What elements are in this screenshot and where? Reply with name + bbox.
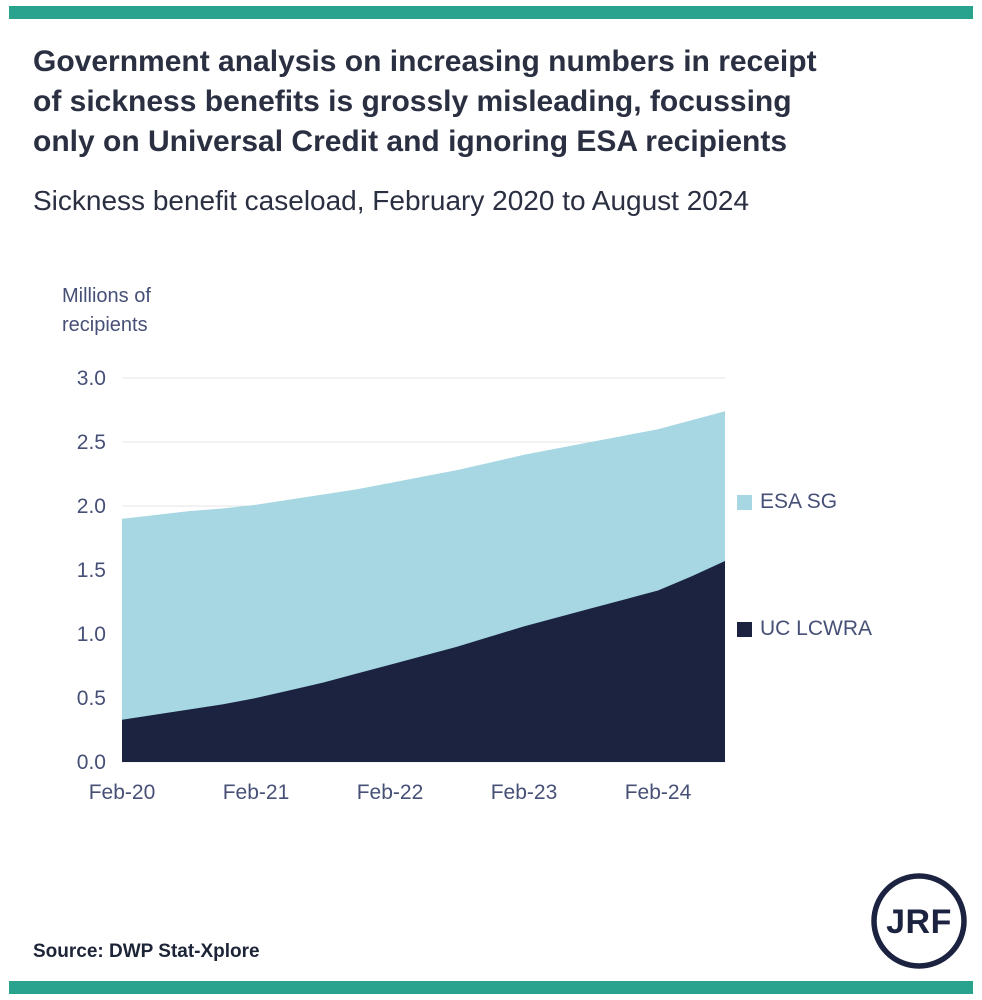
svg-text:1.5: 1.5 [77, 559, 106, 582]
jrf-logo-ring [871, 873, 967, 969]
svg-text:0.0: 0.0 [77, 751, 106, 774]
chart-title-line-1: Government analysis on increasing number… [33, 45, 817, 78]
svg-text:1.0: 1.0 [77, 623, 106, 646]
svg-text:Feb-20: Feb-20 [89, 781, 156, 804]
svg-text:Feb-22: Feb-22 [357, 781, 424, 804]
source-note: Source: DWP Stat-Xplore [33, 941, 260, 962]
y-axis-title: Millions of recipients [62, 285, 151, 336]
jrf-logo: JRF [871, 873, 967, 969]
chart-title-line-3: only on Universal Credit and ignoring ES… [33, 125, 788, 158]
svg-text:Feb-23: Feb-23 [491, 781, 558, 804]
legend-swatch-uc-lcwra [737, 621, 752, 637]
svg-text:0.5: 0.5 [77, 687, 106, 710]
svg-text:2.0: 2.0 [77, 495, 106, 518]
stacked-area-chart: 0.0 0.5 1.0 1.5 2.0 2.5 3.0 Feb-20 Feb-21 Feb-22 F… [77, 367, 725, 804]
bottom-accent-bar [9, 981, 973, 994]
jrf-logo-text: JRF [886, 903, 952, 941]
legend-item-esa-sg: ESA SG [737, 490, 837, 514]
legend-label-esa-sg: ESA SG [760, 490, 838, 513]
svg-text:Feb-24: Feb-24 [625, 781, 692, 804]
chart-title-line-2: of sickness benefits is grossly misleadi… [33, 85, 792, 118]
top-accent-bar [9, 6, 973, 19]
legend-item-uc-lcwra: UC LCWRA [737, 617, 872, 641]
svg-text:3.0: 3.0 [77, 367, 106, 390]
chart-subtitle: Sickness benefit caseload, February 2020… [33, 185, 750, 216]
legend-label-uc-lcwra: UC LCWRA [760, 617, 873, 640]
legend-swatch-esa-sg [737, 494, 752, 510]
svg-text:Feb-21: Feb-21 [223, 781, 290, 804]
chart-title: Government analysis on increasing number… [33, 42, 946, 162]
svg-text:2.5: 2.5 [77, 431, 106, 454]
